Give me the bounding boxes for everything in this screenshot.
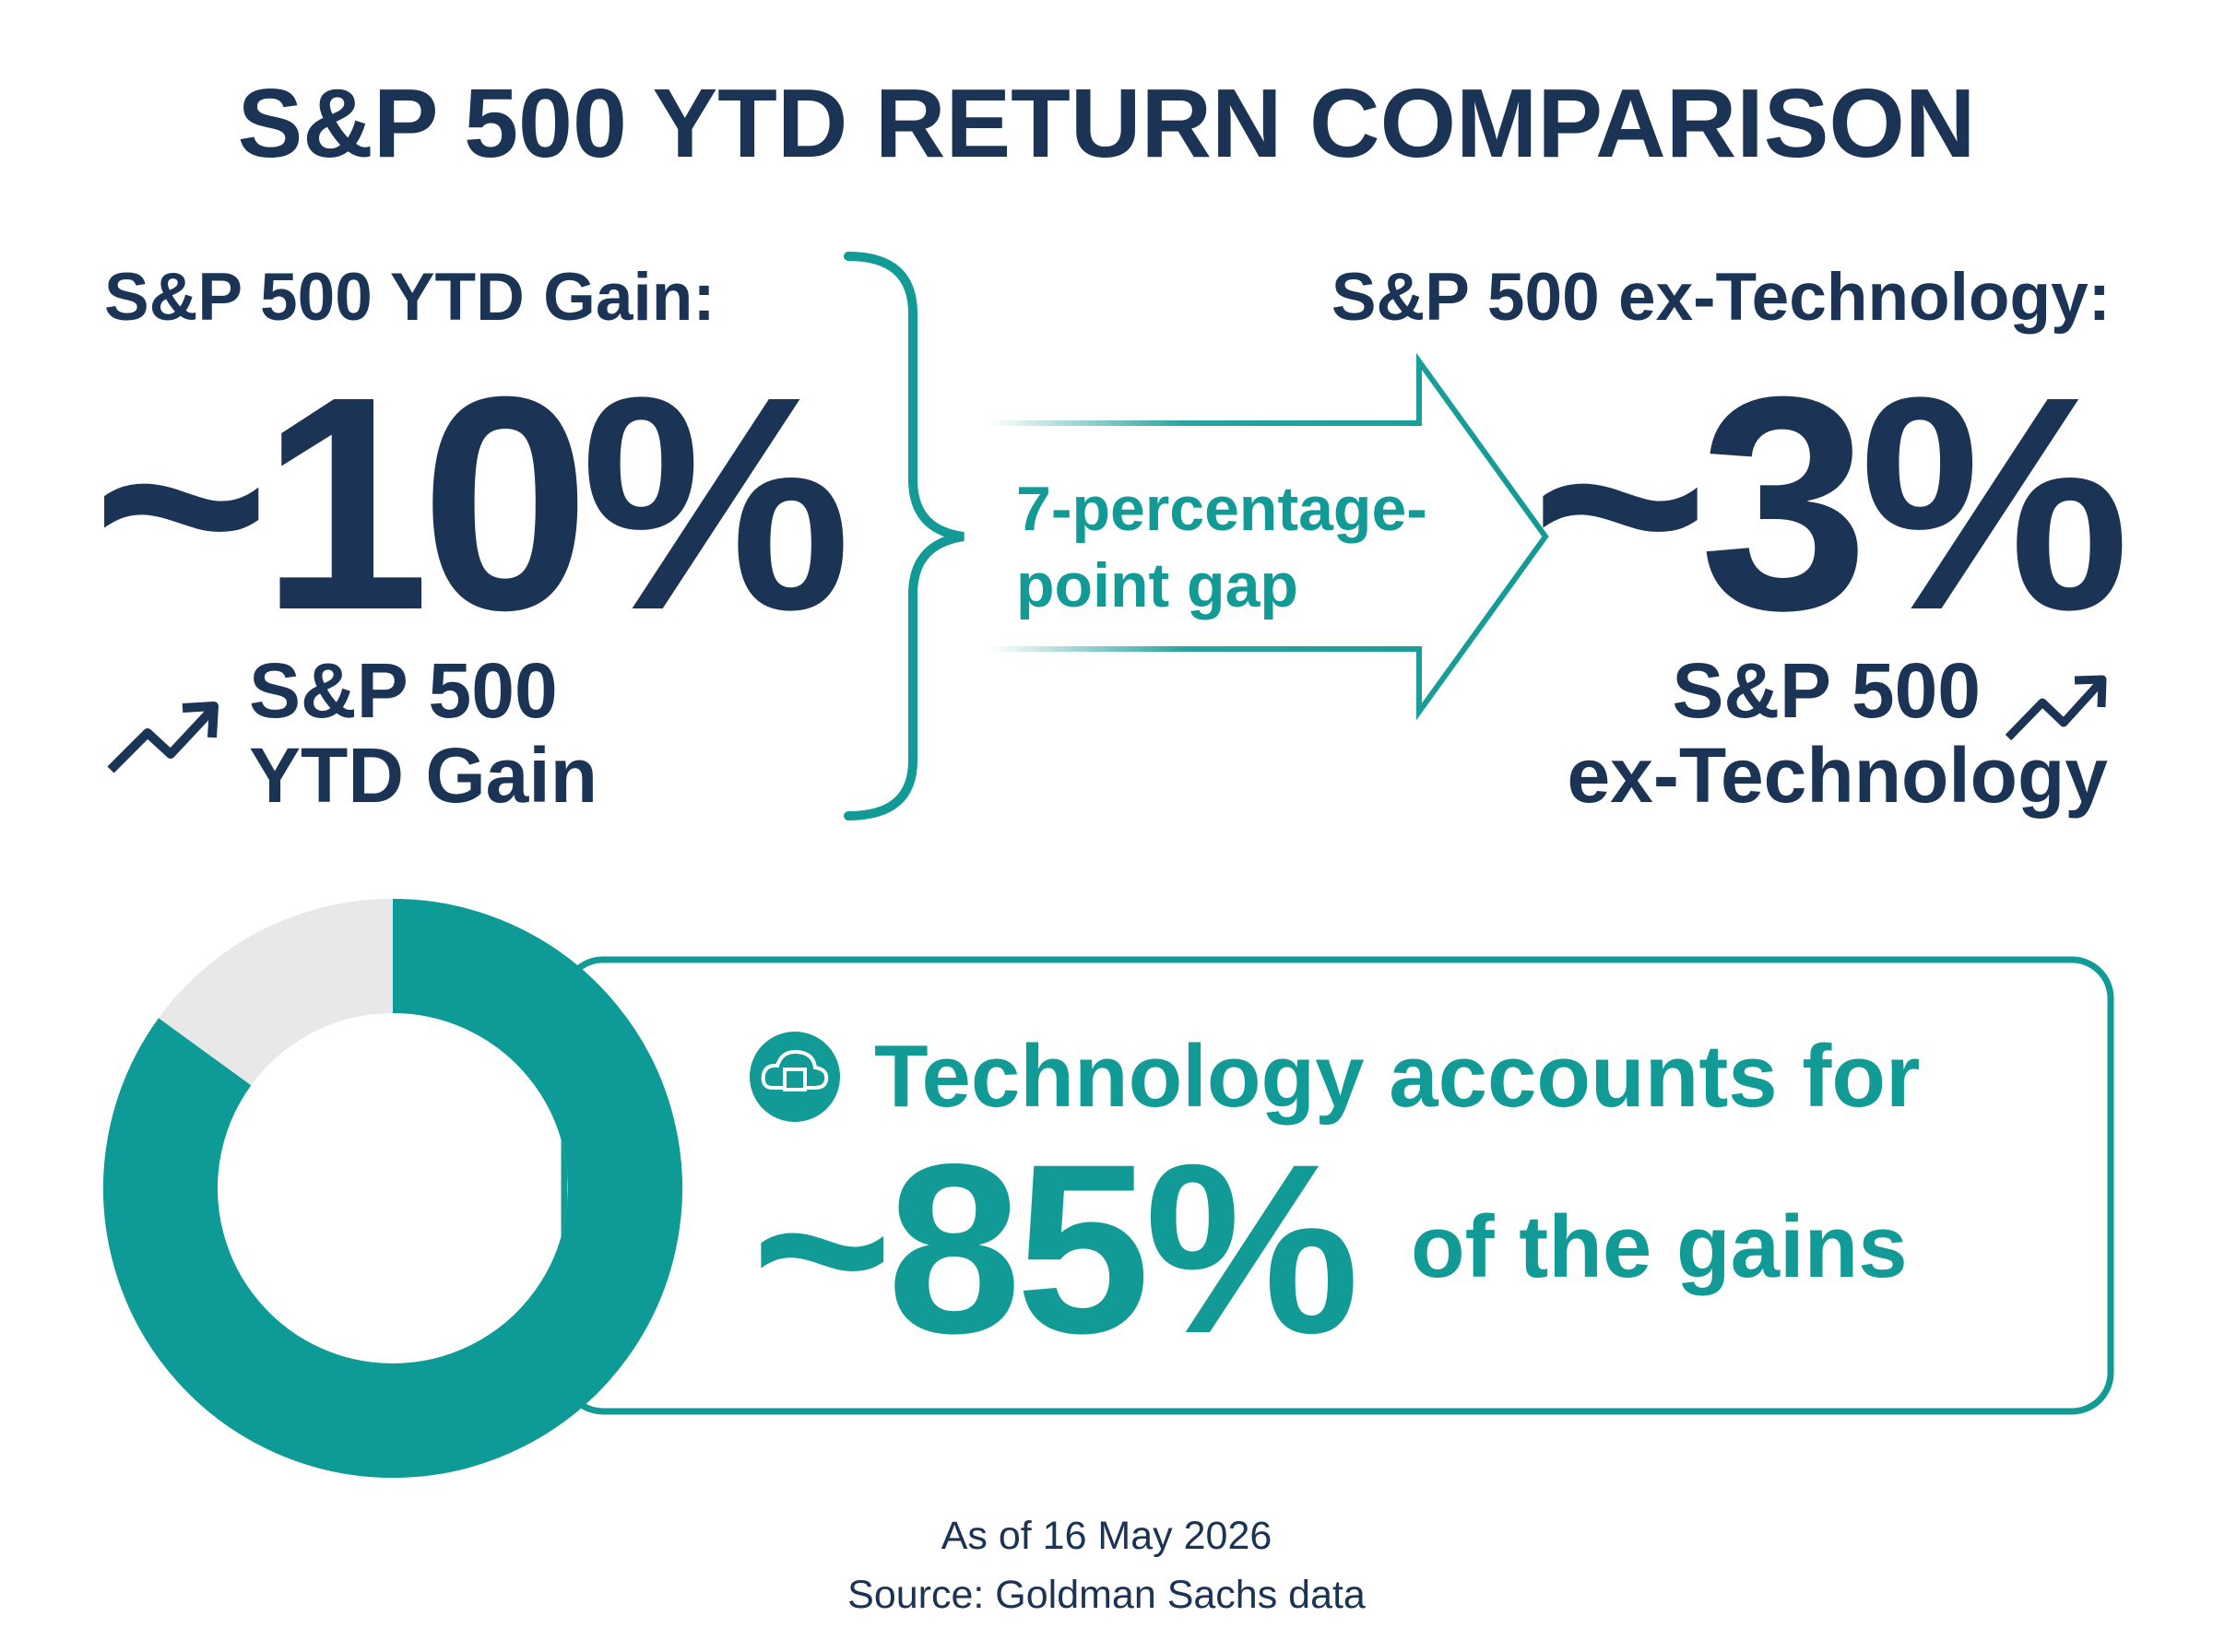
footer-date: As of 16 May 2026 <box>941 1514 1272 1558</box>
highlight-lead: Technology accounts for <box>874 1027 1920 1126</box>
left-caption: S&P 500 <box>249 647 558 734</box>
left-figure: ~10% <box>92 333 847 673</box>
trend-icon <box>107 708 214 773</box>
footer-source: Source: Goldman Sachs data <box>847 1573 1366 1617</box>
gap-label: point gap <box>1016 550 1298 620</box>
tech-icon-cloud <box>761 1049 829 1090</box>
left-heading: S&P 500 YTD Gain: <box>104 260 716 335</box>
right-heading: S&P 500 ex-Technology: <box>1331 260 2111 335</box>
trend-icon-head <box>182 702 219 738</box>
title: S&P 500 YTD RETURN COMPARISON <box>238 69 1976 178</box>
brace <box>844 252 964 820</box>
right-caption: ex-Technology <box>1567 732 2108 819</box>
left-caption: YTD Gain <box>249 732 598 819</box>
gap-label: 7-percentage- <box>1016 474 1427 544</box>
trend-icon <box>2005 678 2104 741</box>
gap-arrow <box>988 352 1549 721</box>
trend-icon-head <box>2074 675 2107 708</box>
tech-icon-chip <box>783 1068 807 1092</box>
highlight-tail: of the gains <box>1411 1198 1908 1296</box>
highlight-value: ~85% <box>751 1114 1356 1384</box>
right-caption: S&P 500 <box>1672 647 1981 734</box>
right-figure: ~3% <box>1531 333 2125 673</box>
donut-arc <box>103 899 682 1478</box>
highlight-box <box>561 956 2114 1415</box>
